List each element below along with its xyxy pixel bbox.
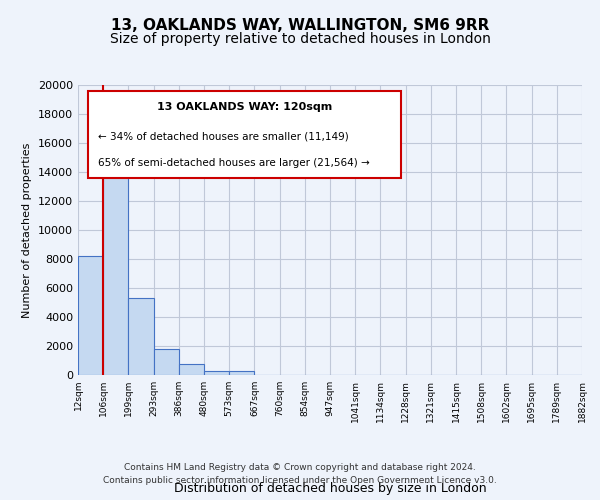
Text: Distribution of detached houses by size in London: Distribution of detached houses by size … [173, 482, 487, 495]
Bar [128, 298, 154, 375]
Text: Contains HM Land Registry data © Crown copyright and database right 2024.: Contains HM Land Registry data © Crown c… [124, 464, 476, 472]
Text: ← 34% of detached houses are smaller (11,149): ← 34% of detached houses are smaller (11… [98, 132, 349, 141]
Y-axis label: Number of detached properties: Number of detached properties [22, 142, 32, 318]
Text: 13 OAKLANDS WAY: 120sqm: 13 OAKLANDS WAY: 120sqm [157, 102, 332, 113]
Bar [229, 372, 254, 375]
Text: 65% of semi-detached houses are larger (21,564) →: 65% of semi-detached houses are larger (… [98, 158, 370, 168]
Bar [78, 256, 103, 375]
Text: Contains public sector information licensed under the Open Government Licence v3: Contains public sector information licen… [103, 476, 497, 485]
Bar [154, 349, 179, 375]
Bar [103, 134, 128, 375]
Bar [179, 364, 204, 375]
Text: 13, OAKLANDS WAY, WALLINGTON, SM6 9RR: 13, OAKLANDS WAY, WALLINGTON, SM6 9RR [111, 18, 489, 32]
FancyBboxPatch shape [88, 91, 401, 178]
Text: Size of property relative to detached houses in London: Size of property relative to detached ho… [110, 32, 490, 46]
Bar [204, 370, 229, 375]
